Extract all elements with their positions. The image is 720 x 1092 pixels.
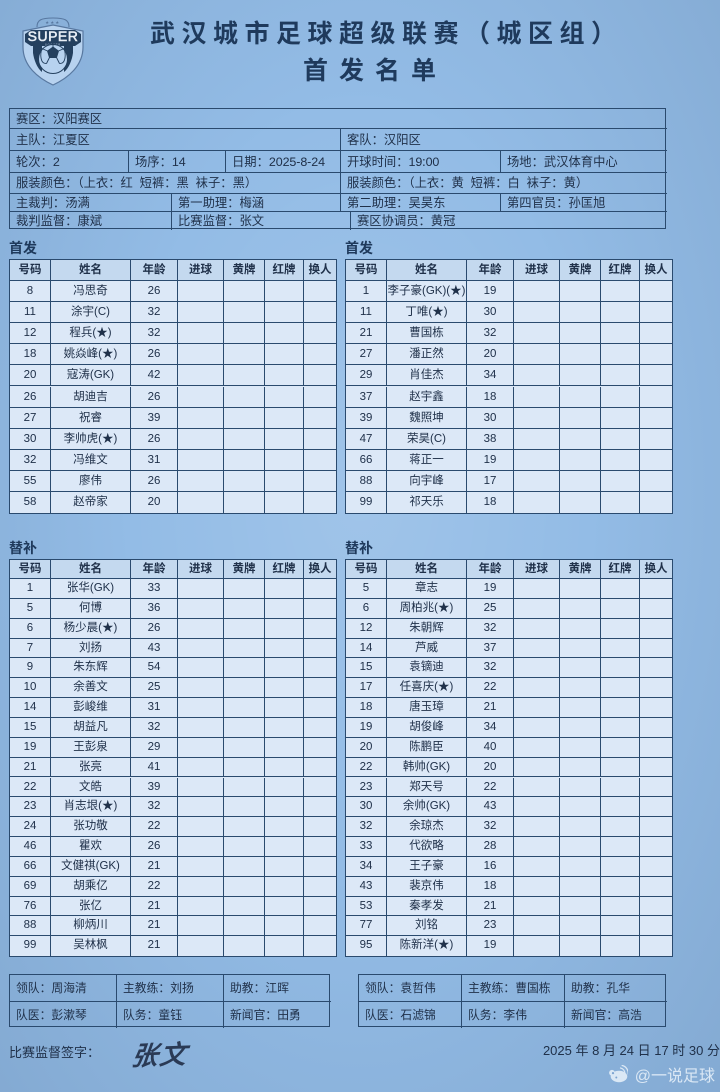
svg-text:SUPER: SUPER <box>28 28 79 44</box>
svg-text:★★★: ★★★ <box>45 20 60 25</box>
